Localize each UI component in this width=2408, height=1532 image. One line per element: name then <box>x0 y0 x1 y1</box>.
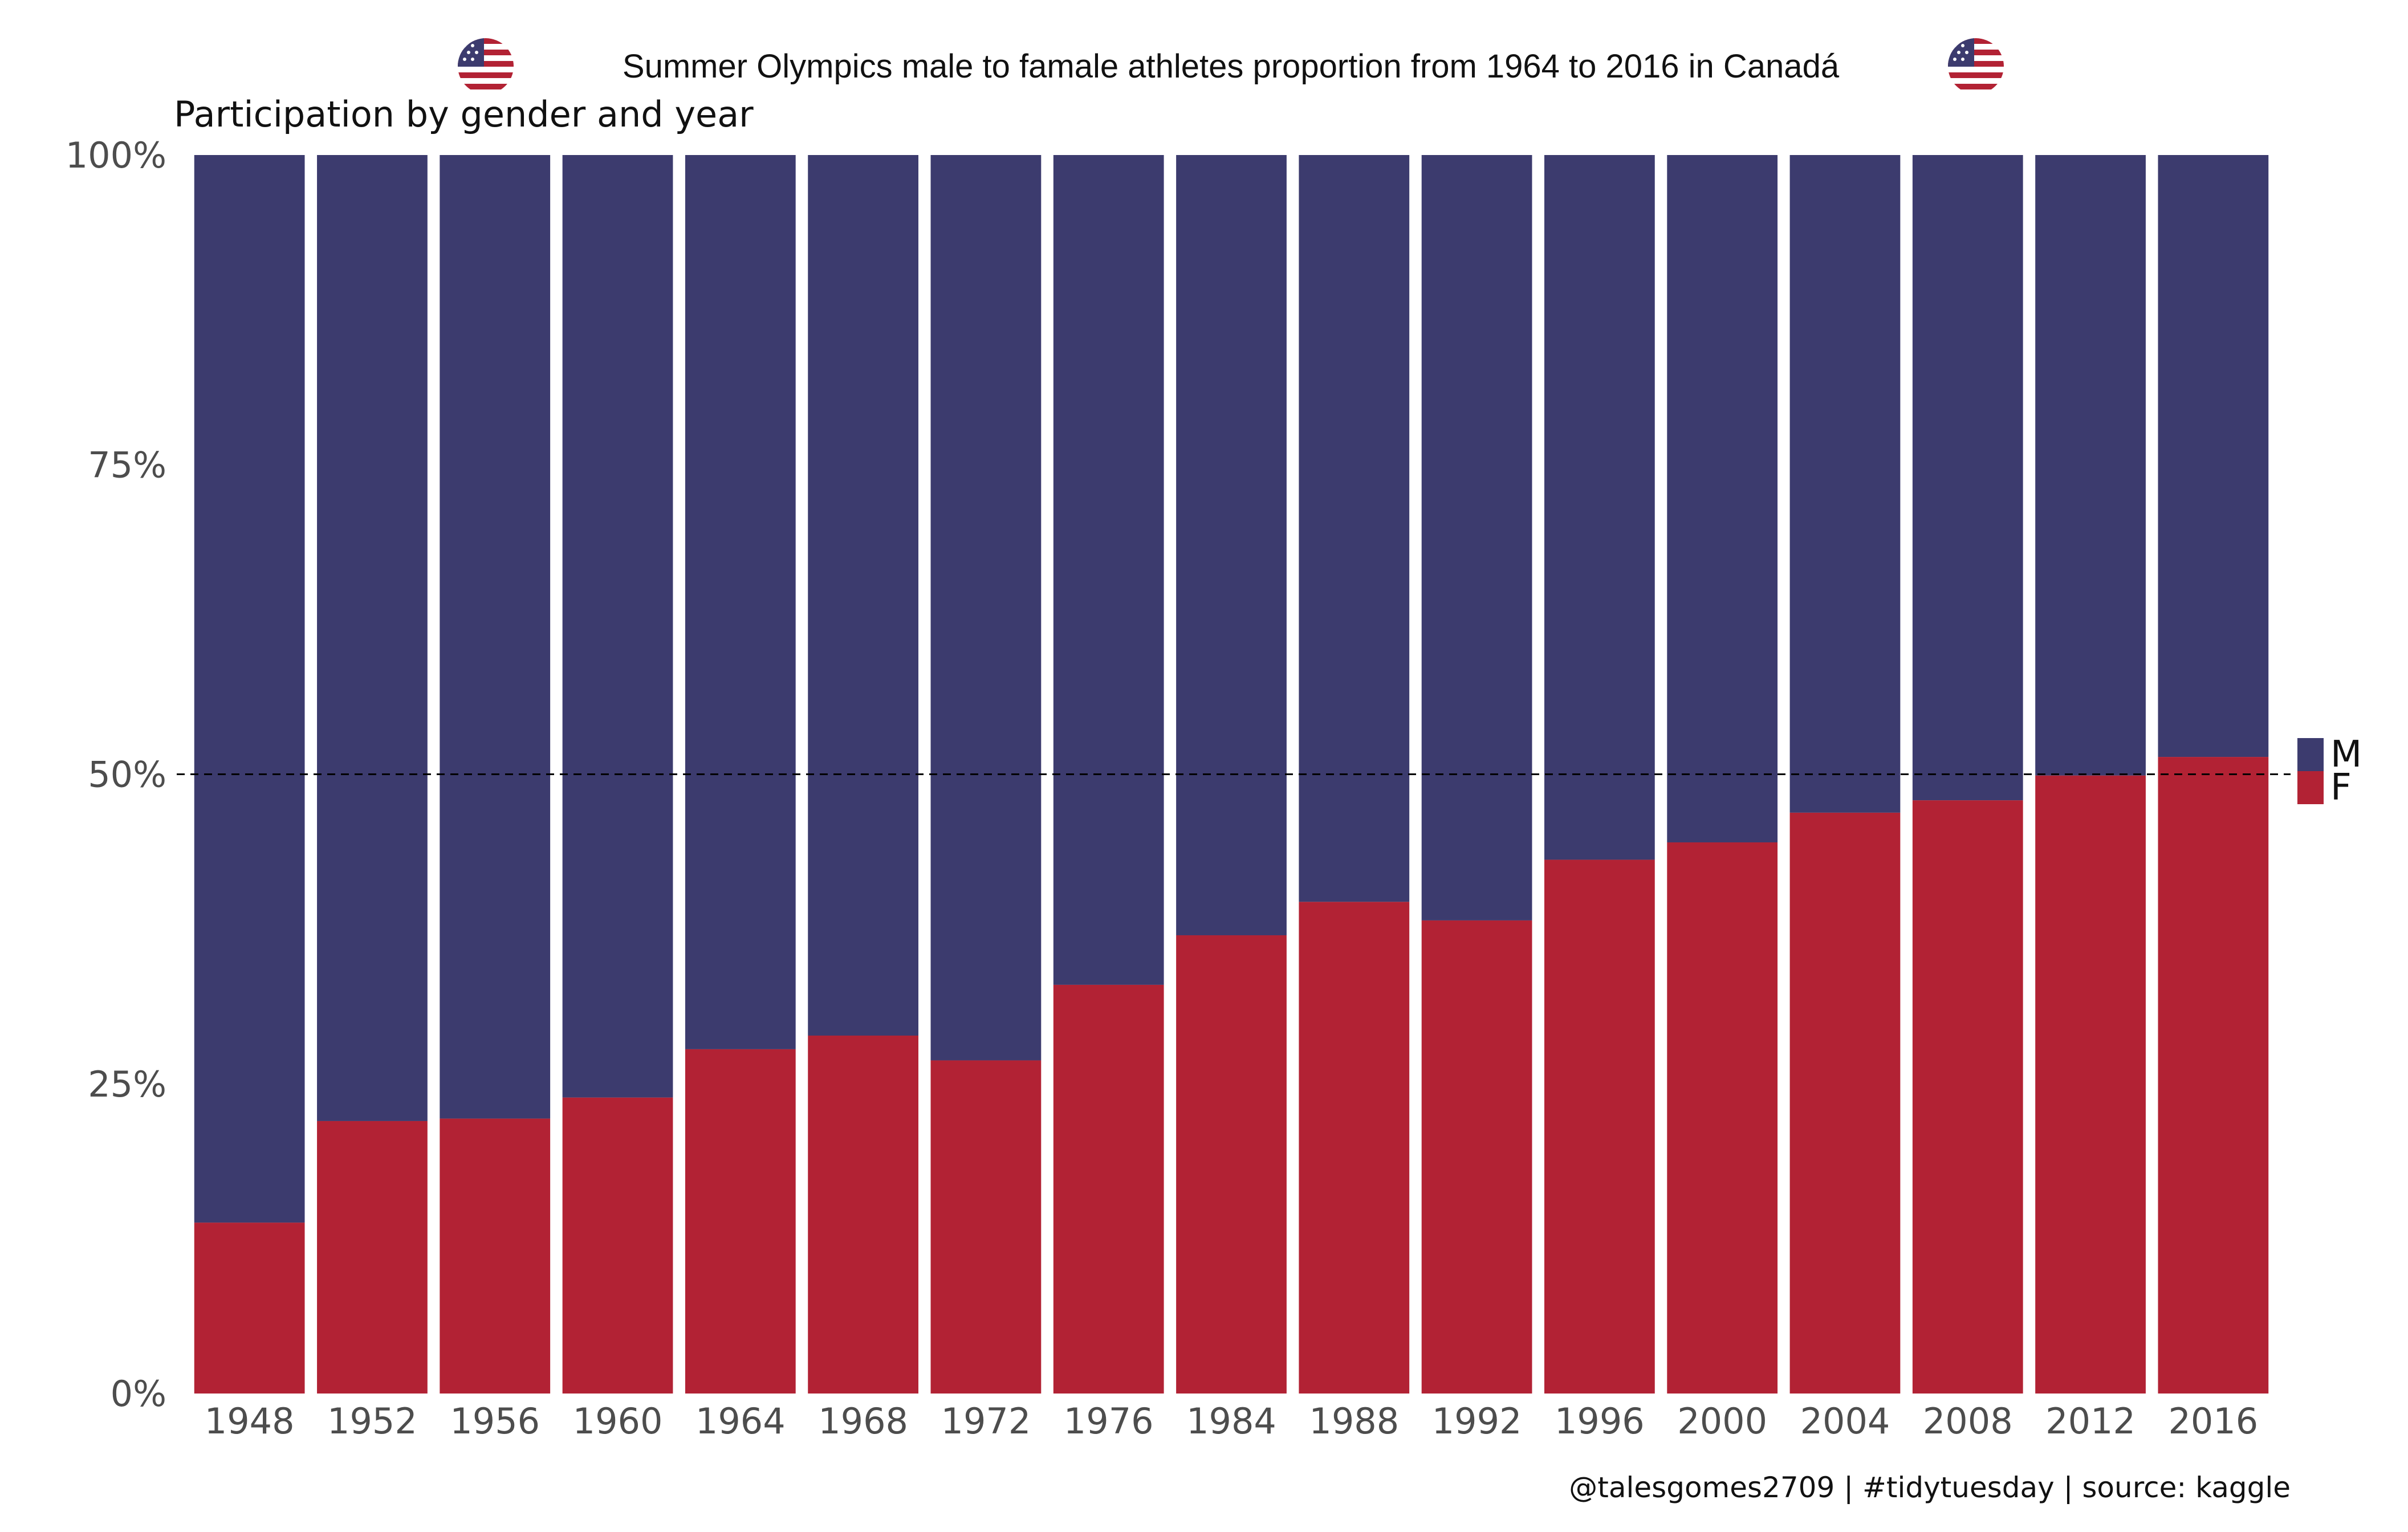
y-axis: 0% 25% 50% 75% 100% <box>66 135 166 1415</box>
bar-F-1956 <box>440 1118 551 1394</box>
bar-F-1952 <box>317 1121 428 1394</box>
bar-F-2004 <box>1789 812 1901 1394</box>
legend-swatch-M <box>2297 738 2324 771</box>
x-tick-label: 1992 <box>1432 1400 1522 1442</box>
chart-title: Summer Olympics male to famale athletes … <box>623 48 1840 85</box>
bar-M-2004 <box>1789 155 1901 813</box>
y-tick-label: 25% <box>88 1064 166 1105</box>
x-tick-label: 2004 <box>1800 1400 1890 1442</box>
x-tick-label: 1988 <box>1309 1400 1399 1442</box>
legend-label-F: F <box>2330 767 2352 809</box>
bar-M-1956 <box>440 155 551 1119</box>
x-tick-label: 2000 <box>1677 1400 1767 1442</box>
x-tick-label: 1976 <box>1064 1400 1154 1442</box>
bar-F-1976 <box>1053 984 1164 1394</box>
x-tick-label: 2016 <box>2168 1400 2258 1442</box>
x-tick-label: 1948 <box>205 1400 295 1442</box>
x-tick-label: 1952 <box>327 1400 417 1442</box>
y-tick-label: 100% <box>66 135 166 176</box>
bar-M-1992 <box>1421 155 1532 920</box>
bar-M-1984 <box>1176 155 1287 935</box>
bar-F-1988 <box>1299 902 1410 1394</box>
x-tick-label: 1956 <box>450 1400 540 1442</box>
bar-M-1948 <box>194 155 305 1223</box>
x-tick-label: 1972 <box>941 1400 1031 1442</box>
bar-M-2016 <box>2158 155 2269 757</box>
bar-F-2008 <box>1912 800 2023 1394</box>
bar-F-1968 <box>808 1036 918 1394</box>
bar-M-2000 <box>1667 155 1778 843</box>
bar-M-2012 <box>2035 155 2146 776</box>
bar-M-1996 <box>1544 155 1655 860</box>
bar-M-1964 <box>685 155 796 1049</box>
bar-F-1948 <box>194 1223 305 1394</box>
bar-F-1984 <box>1176 935 1287 1394</box>
chart-title-group: Summer Olympics male to famale athletes … <box>458 38 2004 94</box>
x-tick-label: 1964 <box>695 1400 786 1442</box>
bar-F-1992 <box>1421 920 1532 1394</box>
legend-label-M: M <box>2330 734 2362 776</box>
bar-F-2016 <box>2158 757 2269 1394</box>
chart-subtitle: Participation by gender and year <box>174 93 754 135</box>
legend: MF <box>2297 734 2362 809</box>
bars-layer <box>194 155 2269 1394</box>
y-tick-label: 0% <box>111 1373 166 1415</box>
bar-M-1976 <box>1053 155 1164 985</box>
legend-swatch-F <box>2297 771 2324 804</box>
bar-M-1952 <box>317 155 428 1121</box>
bar-M-1968 <box>808 155 918 1036</box>
x-tick-label: 1968 <box>818 1400 908 1442</box>
y-tick-label: 50% <box>88 754 166 796</box>
bar-M-1972 <box>930 155 1042 1061</box>
chart-caption: @talesgomes2709 | #tidytuesday | source:… <box>1569 1471 2291 1504</box>
bar-F-1996 <box>1544 859 1655 1394</box>
bar-M-1988 <box>1299 155 1410 902</box>
y-tick-label: 75% <box>88 444 166 486</box>
x-tick-label: 1996 <box>1555 1400 1645 1442</box>
bar-F-2000 <box>1667 842 1778 1394</box>
bar-M-2008 <box>1912 155 2023 801</box>
x-tick-label: 1984 <box>1186 1400 1276 1442</box>
bar-F-1964 <box>685 1049 796 1394</box>
us-flag-circle-icon <box>458 38 514 94</box>
bar-M-1960 <box>562 155 673 1098</box>
us-flag-circle-icon <box>1948 38 2004 94</box>
bar-F-1972 <box>930 1060 1042 1394</box>
bar-F-2012 <box>2035 775 2146 1394</box>
x-axis: 1948 1952 1956 1960 1964 1968 1972 1976 1984 1988… <box>205 1400 2258 1442</box>
x-tick-label: 2008 <box>1923 1400 2013 1442</box>
x-tick-label: 2012 <box>2045 1400 2136 1442</box>
x-tick-label: 1960 <box>573 1400 663 1442</box>
bar-F-1960 <box>562 1097 673 1394</box>
